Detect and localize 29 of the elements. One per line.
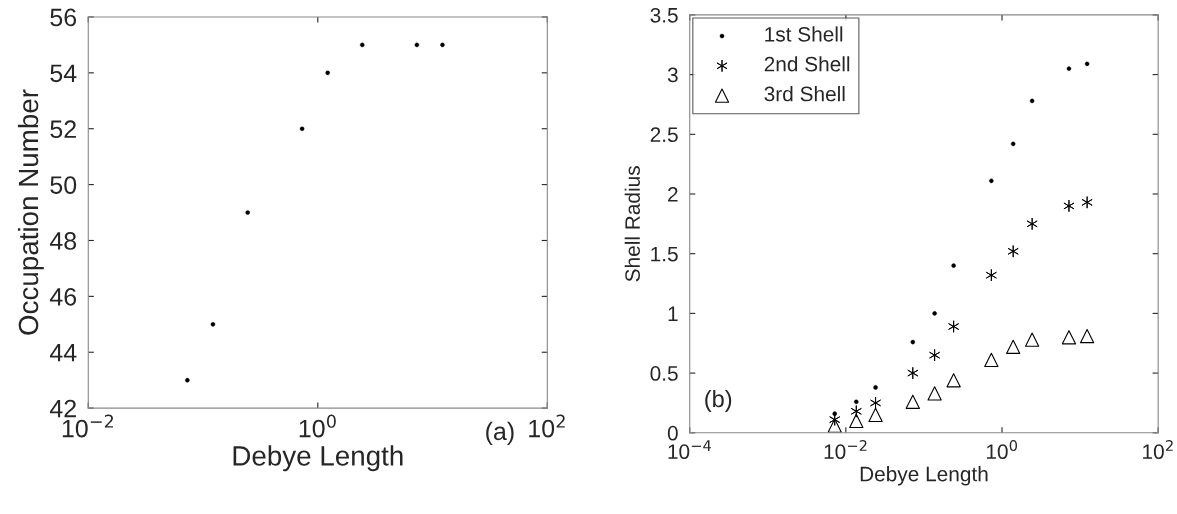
y-tick-label: 3: [667, 67, 678, 83]
y-tick-label: 0.5: [650, 366, 678, 381]
y-tick-label: 1: [668, 306, 678, 321]
x-tick-label: 10$^{2}$: [529, 414, 565, 438]
y-tick-label: 56: [50, 8, 77, 27]
x-axis-title: Debye Length: [233, 445, 403, 472]
text: (a): [486, 421, 514, 446]
y-tick-label: 0: [667, 425, 678, 441]
y-tick-label: 48: [49, 232, 77, 250]
y-tick-label: 2.5: [650, 127, 678, 143]
x-tick-label: 10$^{0}$: [986, 440, 1018, 460]
x-tick-label: 10$^{0}$: [299, 414, 336, 438]
y-tick-label: 2: [668, 187, 678, 202]
legend-label: 3rd Shell: [764, 86, 845, 102]
x-tick-label: 10$^{−4}$: [668, 440, 711, 460]
y-tick-label: 46: [49, 287, 77, 306]
y-tick-label: 3.5: [650, 7, 678, 23]
x-axis-title: Debye Length: [860, 466, 988, 486]
y-tick-label: 54: [50, 64, 77, 83]
y-tick-label: 50: [50, 176, 77, 194]
y-tick-label: 1.5: [651, 246, 678, 262]
y-axis-title: Occupation Number: [17, 89, 44, 335]
y-tick-label: 44: [49, 344, 77, 362]
legend-label: 1st Shell: [765, 26, 843, 42]
x-tick-label: 10$^{−2}$: [824, 440, 867, 460]
x-tick-label: 10$^{2}$: [1143, 440, 1173, 460]
annotation: (b): [705, 389, 732, 412]
y-tick-label: 52: [50, 120, 76, 139]
y-axis-title: Shell Radius: [624, 166, 640, 282]
